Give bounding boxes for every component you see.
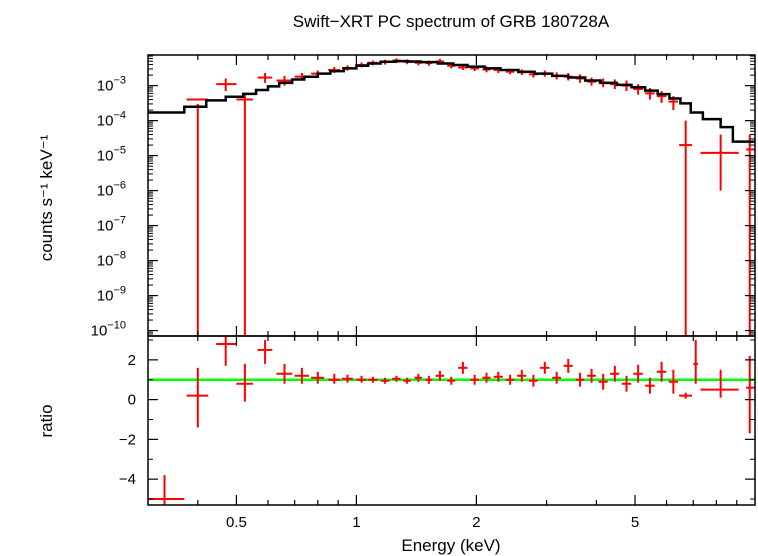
ratio-data-point [328,373,341,384]
y-tick-label: −2 [119,431,136,448]
ratio-data-point [294,367,309,384]
ratio-plot-frame [147,335,756,506]
x-tick-label: 5 [631,514,639,531]
ratio-data-point [447,376,456,385]
ratio-y-axis-ticks: 2 0 −2 −4 [119,339,755,500]
spectrum-model-series [148,59,755,143]
x-tick-label: 1 [352,514,360,531]
ratio-data-point [458,361,468,374]
ratio-data-point [257,339,273,364]
ratio-data-point [311,371,325,384]
spectrum-data-point [216,78,237,92]
spectrum-data-point [679,120,693,336]
y-tick-label: 2 [128,352,136,369]
ratio-data-point [414,373,422,382]
ratio-data-point [668,369,679,394]
ratio-data-point [341,374,353,383]
spectrum-data-point [257,72,273,83]
y-tick-label: 10−3 [97,75,126,95]
ratio-data-point [746,355,755,434]
ratio-data-point [392,375,401,382]
ratio-data-point [540,361,550,374]
y-tick-label: 10−8 [97,250,126,270]
ratio-data-point [356,375,367,383]
y-tick-label: 0 [128,392,136,409]
ratio-data-point [645,377,655,394]
ratio-data-point [148,475,185,505]
ratio-data-point [482,372,491,383]
y-tick-label: 10−6 [97,180,126,200]
ratio-data-point [276,363,293,384]
spectrum-y-axis-label: counts s⁻¹ keV⁻¹ [37,134,56,261]
ratio-data-point [633,364,643,383]
ratio-data-point [425,375,433,384]
ratio-data-point [610,365,620,382]
ratio-data-point [552,371,561,384]
y-tick-label: 10−9 [97,285,126,305]
ratio-data-point [368,376,378,383]
ratio-data-point [575,372,585,387]
ratio-data-point [693,339,699,384]
ratio-data-point [236,363,253,402]
spectrum-y-axis-ticks: 10−3 10−4 10−5 10−6 10−7 10−8 10−9 10−10 [91,55,755,340]
y-tick-label: −4 [119,471,136,488]
ratio-data-point [598,373,608,390]
ratio-y-axis-label: ratio [37,404,56,437]
model-step-curve [148,59,755,143]
ratio-data-point [621,375,632,392]
spectrum-data-point [746,134,755,336]
ratio-data-point [380,377,390,384]
ratio-data-point [563,358,573,373]
x-tick-label: 2 [472,514,480,531]
y-tick-label: 10−5 [97,145,126,165]
y-tick-label: 10−7 [97,215,126,235]
ratio-data-point [470,374,479,385]
x-tick-label: 0.5 [226,514,247,531]
ratio-data-point [700,369,739,398]
chart-title: Swift−XRT PC spectrum of GRB 180728A [293,12,610,31]
ratio-data-point [493,371,503,382]
ratio-data-point [186,367,209,428]
ratio-data-point [587,368,596,383]
ratio-data-point [517,369,527,382]
y-tick-label: 10−4 [97,110,126,130]
ratio-data-point [656,361,667,382]
x-axis-label: Energy (keV) [401,536,500,555]
y-tick-label: 10−10 [91,320,126,340]
ratio-data-point [679,392,693,399]
ratio-data-point [505,374,515,385]
spectrum-data-point [700,134,739,191]
ratio-data-point [435,370,445,381]
ratio-data-point [216,336,237,366]
ratio-data-series [148,336,755,505]
spectrum-data-point [236,93,253,336]
spectrum-data-point [633,84,643,95]
x-axis-ticks: 0.5 1 2 5 [197,55,738,531]
ratio-data-point [528,374,538,387]
spectrum-data-point [186,98,209,336]
spectrum-data-series [186,58,755,336]
plot-frames [147,54,756,506]
ratio-data-point [403,377,411,384]
